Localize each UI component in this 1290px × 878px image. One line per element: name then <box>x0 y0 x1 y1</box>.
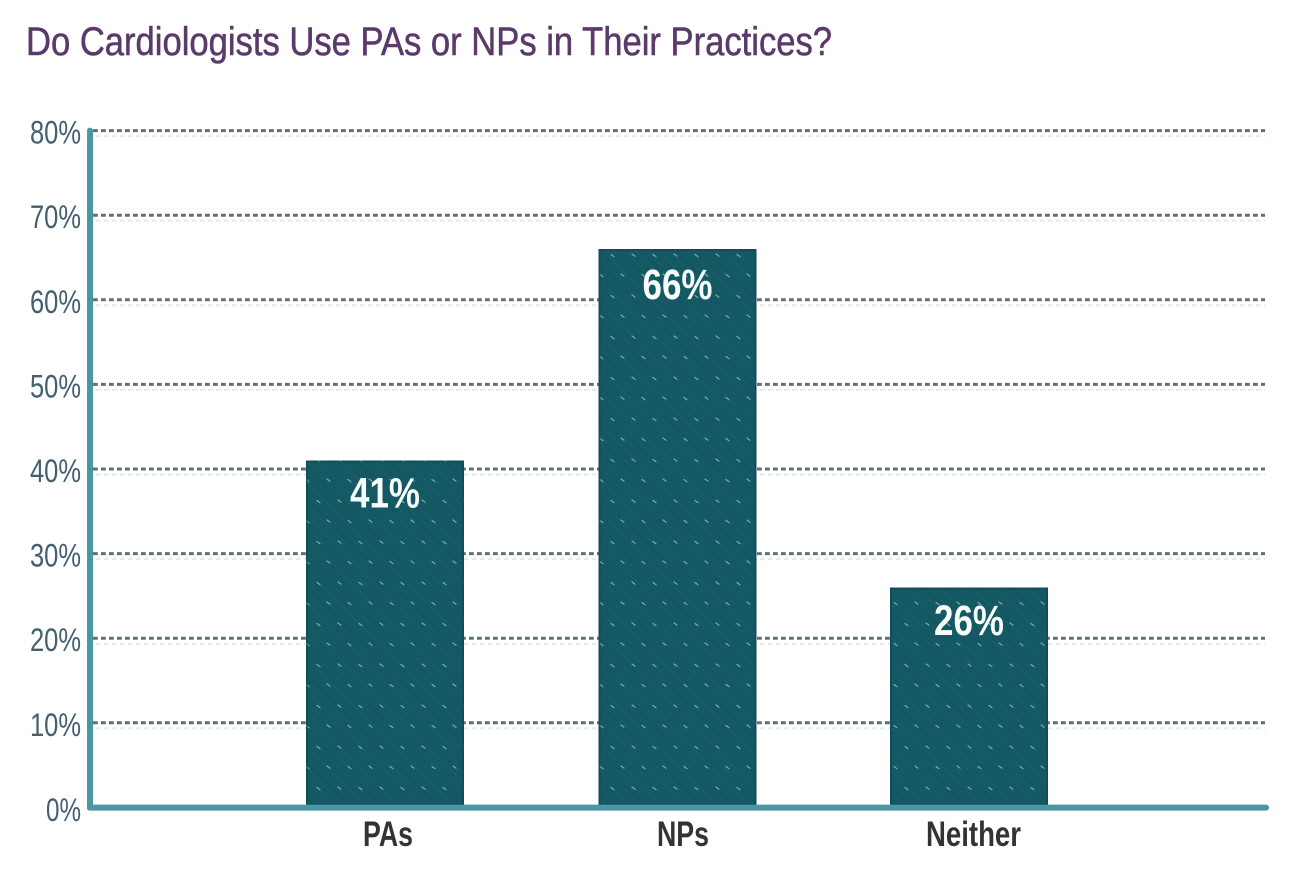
svg-text:40%: 40% <box>30 453 81 489</box>
svg-text:26%: 26% <box>934 597 1004 645</box>
svg-text:30%: 30% <box>30 538 81 574</box>
svg-text:NPs: NPs <box>657 815 709 854</box>
svg-text:66%: 66% <box>643 261 713 309</box>
svg-text:0%: 0% <box>46 792 81 828</box>
svg-text:10%: 10% <box>30 707 81 743</box>
svg-text:50%: 50% <box>30 368 81 404</box>
svg-text:70%: 70% <box>30 199 81 235</box>
svg-text:60%: 60% <box>30 284 81 320</box>
svg-text:Do Cardiologists Use PAs or NP: Do Cardiologists Use PAs or NPs in Their… <box>26 20 832 64</box>
svg-text:20%: 20% <box>30 622 81 658</box>
svg-text:Neither: Neither <box>926 815 1021 854</box>
svg-text:PAs: PAs <box>363 815 413 854</box>
svg-text:41%: 41% <box>350 470 420 518</box>
svg-text:80%: 80% <box>30 115 81 151</box>
